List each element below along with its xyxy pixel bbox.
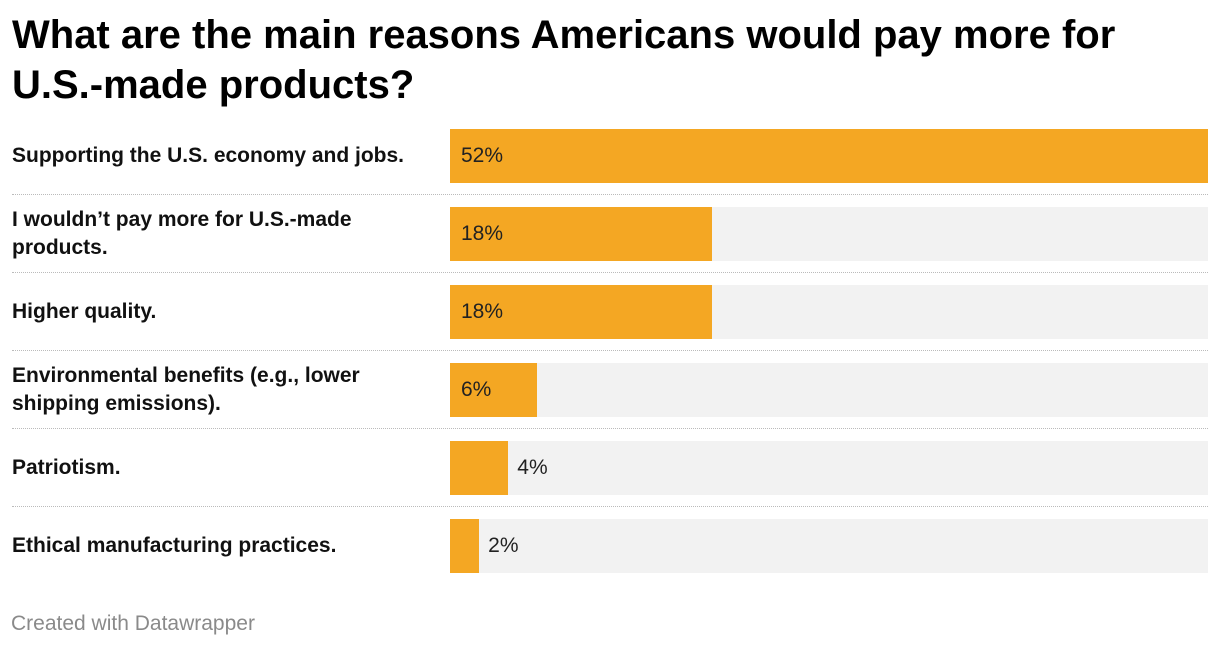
value-label: 18% bbox=[461, 300, 504, 323]
value-label: 6% bbox=[461, 378, 492, 401]
bar bbox=[450, 129, 1208, 183]
bar bbox=[450, 363, 538, 417]
bar-label: I wouldn’t pay more for U.S.-made produc… bbox=[12, 208, 352, 259]
bar-row: Environmental benefits (e.g., lower ship… bbox=[12, 363, 1208, 429]
bar-track: 18% bbox=[450, 207, 1208, 261]
bar-row: Patriotism. 4% bbox=[12, 441, 1208, 507]
value-label: 18% bbox=[461, 222, 504, 245]
bar-row: Ethical manufacturing practices. 2% bbox=[12, 519, 1208, 573]
bar bbox=[450, 441, 509, 495]
value-label: 4% bbox=[517, 456, 548, 479]
value-label: 2% bbox=[488, 534, 519, 557]
datawrapper-credit[interactable]: Created with Datawrapper bbox=[11, 612, 255, 635]
value-label: 52% bbox=[461, 144, 504, 167]
row-divider bbox=[12, 428, 1208, 429]
bar-label: Environmental benefits (e.g., lower ship… bbox=[12, 364, 360, 415]
bar bbox=[450, 519, 480, 573]
bar-row: I wouldn’t pay more for U.S.-made produc… bbox=[12, 207, 1208, 273]
row-divider bbox=[12, 194, 1208, 195]
bar-label: Patriotism. bbox=[12, 456, 121, 479]
bar-row: Supporting the U.S. economy and jobs. 52% bbox=[12, 129, 1208, 195]
row-divider bbox=[12, 506, 1208, 507]
row-divider bbox=[12, 272, 1208, 273]
bar bbox=[450, 285, 713, 339]
row-divider bbox=[12, 350, 1208, 351]
bar-label: Higher quality. bbox=[12, 300, 157, 323]
bar-label: Ethical manufacturing practices. bbox=[12, 534, 337, 557]
bar-row: Higher quality. 18% bbox=[12, 285, 1208, 351]
bar-track: 2% bbox=[450, 519, 1208, 573]
chart-title: What are the main reasons Americans woul… bbox=[12, 13, 1116, 107]
bar-chart: Supporting the U.S. economy and jobs. 52%… bbox=[12, 129, 1208, 597]
bar-label: Supporting the U.S. economy and jobs. bbox=[12, 144, 405, 167]
bar-track: 4% bbox=[450, 441, 1208, 495]
bar-track: 18% bbox=[450, 285, 1208, 339]
bar-track: 6% bbox=[450, 363, 1208, 417]
bar-track: 52% bbox=[450, 129, 1208, 183]
bar bbox=[450, 207, 713, 261]
